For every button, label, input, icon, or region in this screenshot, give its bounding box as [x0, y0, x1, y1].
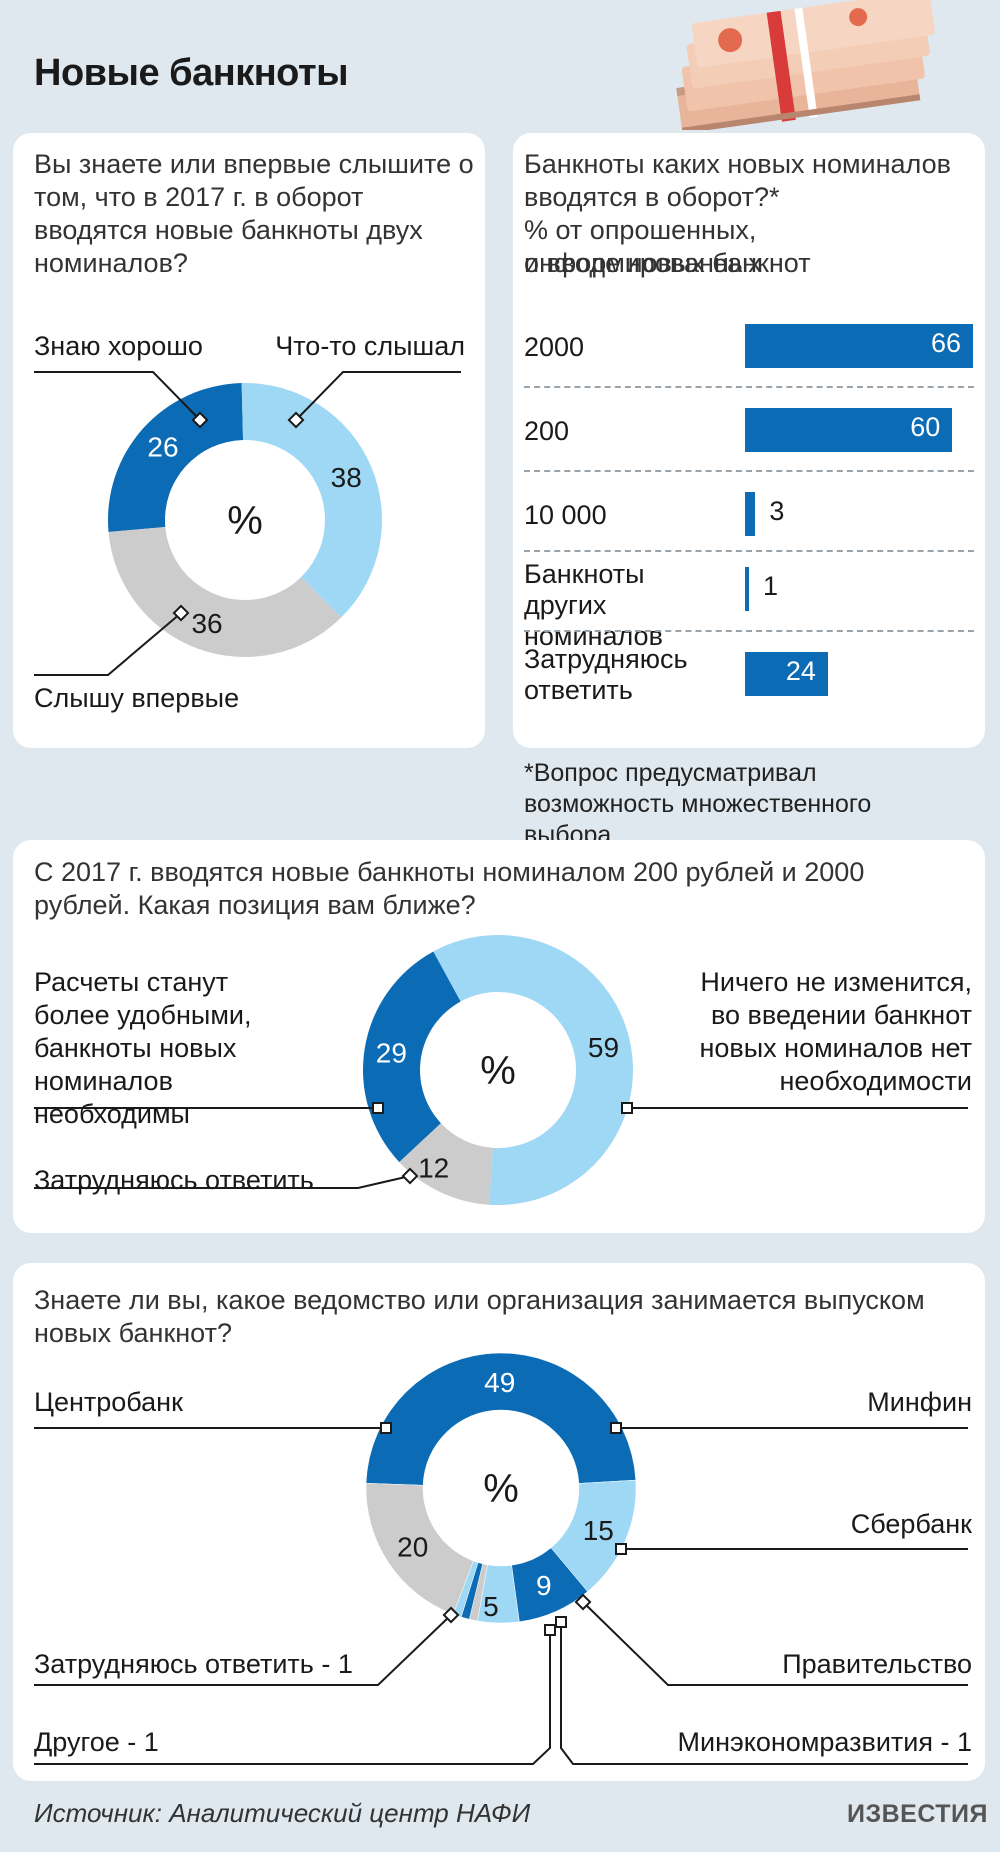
marker-other: [544, 1624, 556, 1636]
awareness-slice-0: [107, 383, 244, 532]
position-slice-0: [363, 951, 461, 1163]
marker-nothing: [621, 1102, 633, 1114]
izvestia-logo: ИЗВЕСТИЯ: [847, 1800, 988, 1828]
marker-hard-1: [442, 1606, 460, 1624]
leader-min-econ: [560, 1622, 968, 1765]
q2-question-line3: % от опрошенных, информированных: [524, 215, 762, 278]
bar-1: [745, 408, 953, 452]
issuer-value-7: 20: [397, 1532, 428, 1563]
issuer-slice-7: [365, 1483, 474, 1615]
bar-value-1: 60: [910, 412, 941, 442]
label-minfin: Минфин: [867, 1387, 972, 1417]
bar-separator: [524, 386, 974, 388]
label-hard-to-answer: Затрудняюсь ответить: [34, 1165, 314, 1195]
marker-first-time: [172, 604, 190, 622]
banknote-stack-icon: [676, 0, 935, 130]
donut-chart-awareness: 26 38 36%: [34, 371, 461, 676]
awareness-value-1: 38: [331, 462, 362, 493]
bar-value-0: 66: [930, 328, 961, 358]
leader-hard: [34, 1175, 411, 1189]
marker-convenient: [372, 1102, 384, 1114]
issuer-value-1: 15: [583, 1515, 614, 1546]
page-title: Новые банкноты: [34, 52, 349, 94]
bar-label-0: 2000: [524, 332, 585, 362]
marker-minfin: [610, 1422, 622, 1434]
leader-know-well: [34, 371, 201, 421]
label-convenient: Расчеты станут более удобными, банкноты …: [34, 967, 252, 1129]
label-other-1: Другое - 1: [34, 1727, 159, 1757]
position-slice-1: [433, 935, 634, 1205]
bar-separator: [524, 549, 974, 552]
marker-min-econ: [555, 1616, 567, 1628]
q2-question-line1: Банкноты каких новых номиналов: [524, 149, 951, 179]
label-min-econ-1: Минэкономразвития - 1: [677, 1727, 973, 1757]
label-hard-to-answer-1: Затрудняюсь ответить - 1: [34, 1649, 353, 1679]
q2-question-line2: вводятся в оборот?*: [524, 182, 780, 212]
bar-value-3: 1: [763, 571, 779, 601]
issuer-value-2: 9: [536, 1570, 552, 1601]
label-centrobank: Центробанк: [34, 1387, 183, 1417]
awareness-value-2: 36: [191, 608, 222, 639]
bar-value-4: 24: [785, 656, 816, 686]
q3-question: С 2017 г. вводятся новые банкноты номина…: [34, 857, 865, 920]
position-slice-2: [399, 1123, 493, 1205]
bar-0: [745, 324, 973, 368]
leader-government: [582, 1601, 968, 1686]
marker-sberbank: [615, 1543, 627, 1555]
label-know-well: Знаю хорошо: [34, 331, 203, 361]
bar-3: [745, 567, 749, 611]
issuer-center-label: %: [483, 1467, 519, 1511]
q2-question-line4: о вводе новых банкнот: [524, 248, 811, 278]
awareness-value-0: 26: [147, 432, 178, 463]
awareness-slice-1: [241, 383, 382, 618]
marker-centrobank: [380, 1422, 392, 1434]
position-value-1: 59: [588, 1032, 619, 1063]
bar-label-2: 10 000: [524, 500, 607, 530]
source-note: Источник: Аналитический центр НАФИ: [34, 1798, 531, 1828]
bar-value-2: 3: [769, 496, 785, 526]
bar-label-4: Затрудняюсь ответить: [524, 644, 688, 705]
label-nothing-changes: Ничего не изменится, во введении банкнот…: [699, 967, 973, 1096]
issuer-value-0: 49: [484, 1367, 515, 1398]
position-value-0: 29: [376, 1038, 407, 1069]
issuer-value-3: 5: [483, 1591, 499, 1622]
label-heard: Что-то слышал: [275, 331, 465, 361]
label-sberbank: Сбербанк: [850, 1509, 972, 1539]
awareness-center-label: %: [227, 499, 263, 543]
card-issuer: [13, 1263, 985, 1781]
marker-hard: [401, 1167, 419, 1185]
leader-first-time: [34, 612, 182, 676]
bar-separator: [524, 629, 974, 632]
bar-2: [745, 492, 756, 536]
q1-question: Вы знаете или впервые слышите о том, что…: [34, 149, 474, 278]
awareness-slice-2: [108, 526, 342, 657]
position-center-label: %: [480, 1049, 516, 1093]
leader-heard: [295, 371, 461, 421]
marker-government: [574, 1593, 592, 1611]
position-value-2: 12: [418, 1153, 449, 1184]
leader-hard-1: [34, 1614, 452, 1686]
leader-other: [34, 1630, 551, 1765]
q4-question: Знаете ли вы, какое ведомство или органи…: [34, 1285, 925, 1348]
donut-chart-issuer: 49 15 9 5 20%: [34, 1352, 968, 1765]
marker-heard: [287, 411, 305, 429]
bar-label-1: 200: [524, 416, 570, 446]
bar-4: [745, 652, 828, 696]
marker-know-well: [191, 411, 209, 429]
label-government: Правительство: [782, 1649, 972, 1679]
q2-footnote: *Вопрос предусматривал возможность множе…: [524, 759, 872, 849]
donut-chart-position: 29 59 12%: [34, 935, 968, 1205]
bar-label-3: Банкноты других номиналов: [524, 559, 663, 651]
label-first-time: Слышу впервые: [34, 683, 240, 713]
bar-separator: [524, 470, 974, 472]
